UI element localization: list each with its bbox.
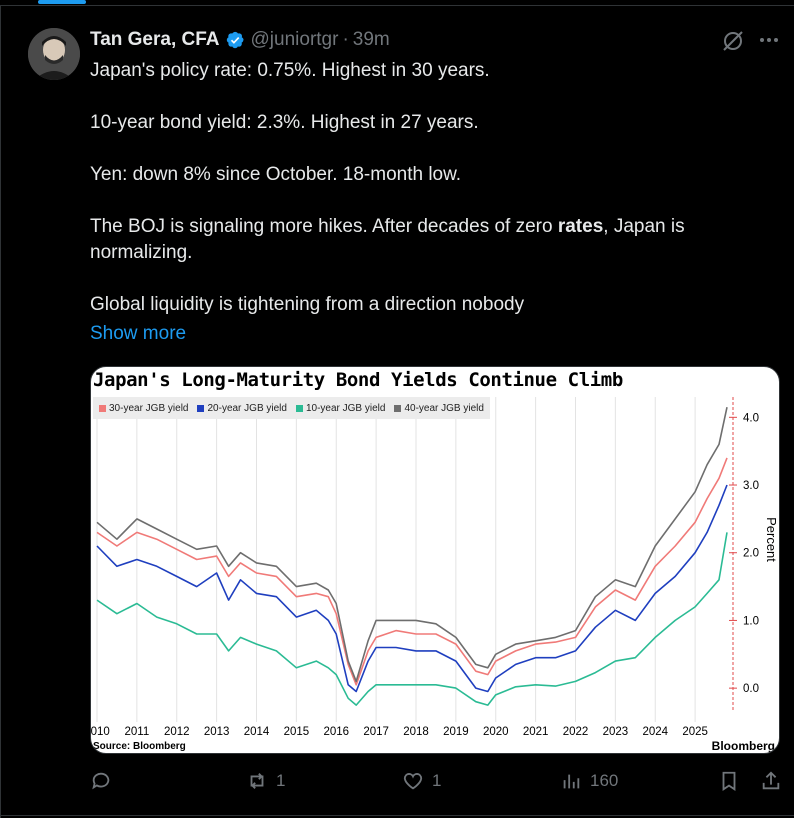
show-more-link[interactable]: Show more [90,323,187,344]
y-tick-label: 4.0 [743,412,759,424]
x-tick-label: 2022 [563,726,589,738]
series-line-40-year [96,407,728,683]
tweet-paragraph: Japan's policy rate: 0.75%. Highest in 3… [90,60,490,81]
chart-svg: 2010 2011 2012 2013 2014 2015 2016 2017 2018 2019… [91,397,779,738]
reply-icon [92,772,110,790]
left-border [0,5,1,818]
tweet-paragraph-last: Global liquidity is tightening from a di… [90,294,525,315]
separator-dot: · [342,29,349,50]
y-tick-label: 0.0 [743,683,759,695]
legend-label: 10-year JGB yield [305,402,386,414]
chart-title: Japan's Long-Maturity Bond Yields Contin… [93,369,623,391]
x-tick-label: 2025 [682,726,708,738]
top-divider [0,5,794,6]
x-tick-label: 2019 [443,726,469,738]
repost-icon [250,773,264,789]
boj-bold-word: rates [557,216,604,237]
active-tab-indicator [38,0,86,4]
x-tick-label: 2024 [642,726,668,738]
legend-swatch [295,404,303,412]
share-button[interactable] [760,770,782,792]
bookmark-button[interactable] [718,770,740,792]
x-tick-label: 2014 [244,726,270,738]
tweet-paragraph: Yen: down 8% since October. 18-month low… [90,164,462,185]
like-icon [403,773,423,790]
bloomberg-logo: Bloomberg [711,739,775,753]
y-axis-label: Percent [764,517,779,562]
tweet-actions: 1 1 160 [90,770,790,800]
share-icon [762,771,780,790]
tweet-paragraph-boj: The BOJ is signaling more hikes. After d… [90,214,750,266]
tweet-header: Tan Gera, CFA @juniortgr · 39m [90,27,390,53]
timestamp[interactable]: 39m [352,29,390,50]
x-tick-label: 2011 [124,726,149,738]
reply-button[interactable] [90,770,120,792]
x-tick-label: 2020 [483,726,509,738]
legend-item: 30-year JGB yield [99,403,188,414]
series-line-10-year [96,532,728,706]
x-tick-label: 2012 [164,726,190,738]
x-tick-label: 2017 [363,726,389,738]
legend-swatch [99,404,106,412]
more-icon[interactable] [758,33,780,47]
boj-text-before: The BOJ is signaling more hikes. After d… [90,216,558,237]
grok-icon[interactable] [720,28,746,54]
views-button[interactable]: 160 [560,770,618,792]
bookmark-icon [722,771,736,791]
x-tick-label: 2023 [603,726,629,738]
legend-swatch [394,404,402,412]
boj-text-after: , Japan is normalizing. [90,216,685,263]
repost-count: 1 [276,771,286,790]
series-line-20-year [96,484,728,693]
y-tick-label: 2.0 [743,548,759,560]
author-name[interactable]: Tan Gera, CFA [90,29,220,50]
chart-legend: 30-year JGB yield 20-year JGB yield 10-yea… [93,397,490,419]
verified-badge-icon [225,30,245,50]
y-tick-label: 3.0 [743,480,759,492]
view-count: 160 [590,771,619,790]
tweet-text: Japan's policy rate: 0.75%. Highest in 3… [90,58,750,318]
author-handle[interactable]: @juniortgr [250,29,339,50]
x-tick-label: 2016 [323,726,349,738]
legend-label: 30-year JGB yield [109,402,189,414]
series-line-30-year [96,457,728,686]
y-tick-label: 1.0 [743,615,759,627]
legend-item: 10-year JGB yield [295,402,386,414]
avatar[interactable] [28,28,80,80]
x-tick-label: 2010 [91,726,110,738]
repost-button[interactable]: 1 [246,770,285,792]
like-count: 1 [432,771,442,790]
x-tick-label: 2018 [403,726,429,738]
legend-item: 40-year JGB yield [394,402,484,414]
x-tick-label: 2013 [204,726,230,738]
views-icon [563,774,580,789]
x-tick-label: 2021 [523,726,549,738]
chart-image[interactable]: 2010 2011 2012 2013 2014 2015 2016 2017 2018 2019… [90,366,780,754]
x-tick-label: 2015 [284,726,310,738]
legend-label: 20-year JGB yield [207,402,287,414]
chart-source: Source: Bloomberg [93,741,186,752]
like-button[interactable]: 1 [402,770,441,792]
legend-item: 20-year JGB yield [197,402,287,414]
tweet-paragraph: 10-year bond yield: 2.3%. Highest in 27 … [90,112,479,133]
legend-label: 40-year JGB yield [404,402,484,414]
legend-swatch [197,404,205,412]
bottom-divider [0,815,794,816]
